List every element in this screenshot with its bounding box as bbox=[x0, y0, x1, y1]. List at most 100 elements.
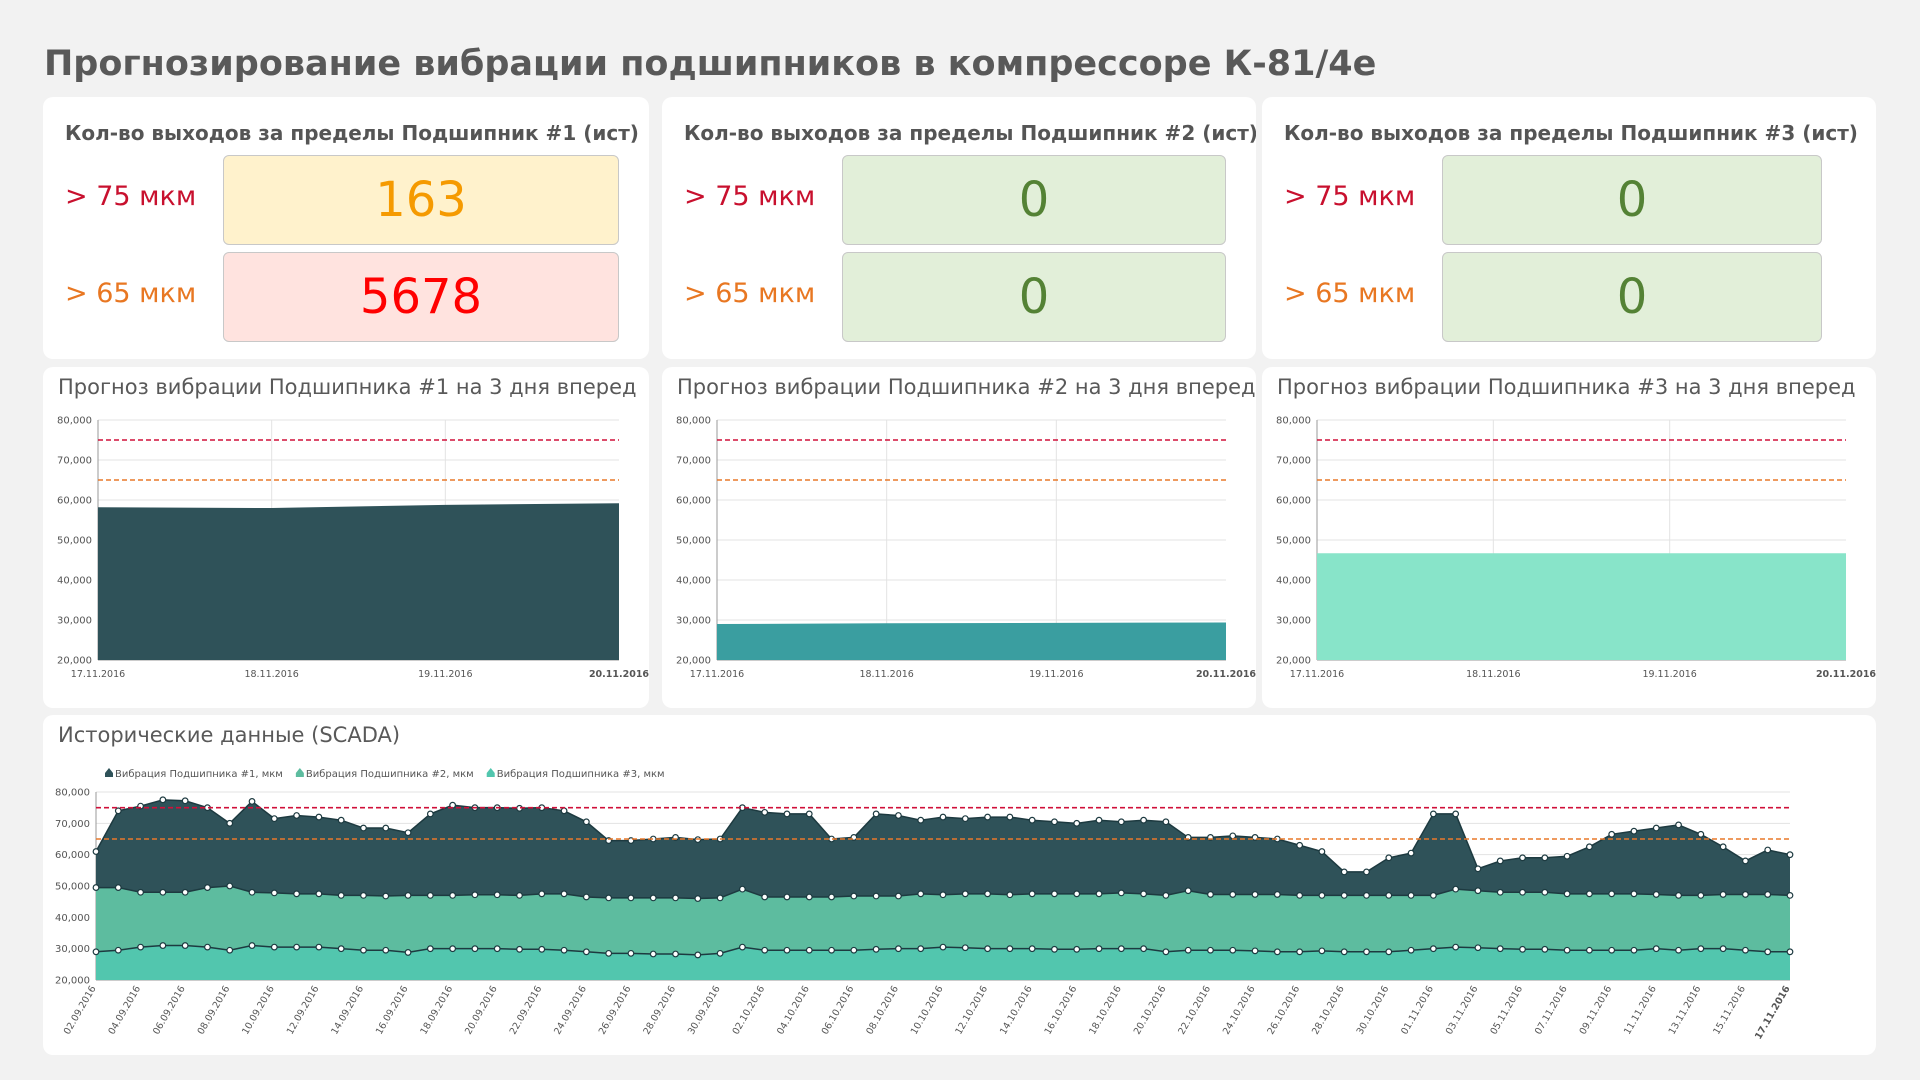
point bbox=[805, 810, 813, 818]
point bbox=[1786, 891, 1794, 899]
x-tick-label: 26.10.2016 bbox=[1266, 984, 1303, 1037]
chart-title: Прогноз вибрации Подшипника #2 на 3 дня … bbox=[677, 375, 1256, 399]
point bbox=[382, 946, 390, 954]
point bbox=[1095, 945, 1103, 953]
point bbox=[1407, 849, 1415, 857]
point bbox=[426, 891, 434, 899]
point bbox=[1207, 891, 1214, 898]
point bbox=[783, 810, 791, 818]
x-tick-label: 30.09.2016 bbox=[686, 984, 723, 1037]
chart: Прогноз вибрации Подшипника #1 на 3 дня … bbox=[57, 375, 649, 680]
point bbox=[159, 942, 167, 949]
point bbox=[917, 945, 925, 953]
point bbox=[1764, 948, 1772, 956]
y-tick-label: 80,000 bbox=[1276, 416, 1311, 427]
point bbox=[1207, 946, 1214, 954]
y-tick-label: 80,000 bbox=[55, 788, 90, 799]
point bbox=[315, 890, 323, 898]
kpi-title: Кол-во выходов за пределы Подшипник #2 (… bbox=[684, 121, 1256, 145]
point bbox=[1764, 891, 1772, 898]
chart-title: Исторические данные (SCADA) bbox=[58, 723, 400, 747]
point bbox=[1541, 945, 1549, 953]
point bbox=[917, 816, 925, 824]
point bbox=[337, 945, 345, 953]
area bbox=[96, 945, 1790, 980]
x-tick-label: 11.11.2016 bbox=[1622, 984, 1659, 1037]
point bbox=[1585, 890, 1593, 898]
area bbox=[98, 504, 619, 660]
point bbox=[426, 810, 434, 818]
point bbox=[984, 890, 991, 898]
x-tick-label: 13.11.2016 bbox=[1667, 984, 1704, 1037]
point bbox=[1073, 890, 1081, 898]
point bbox=[1719, 945, 1727, 953]
x-tick-label: 02.09.2016 bbox=[62, 984, 99, 1037]
point bbox=[872, 945, 880, 953]
x-tick-label: 08.10.2016 bbox=[864, 984, 901, 1037]
point bbox=[1051, 945, 1058, 953]
chart-title: Прогноз вибрации Подшипника #3 на 3 дня … bbox=[1277, 375, 1856, 399]
point bbox=[181, 942, 189, 949]
point bbox=[426, 945, 434, 953]
line bbox=[97, 503, 620, 510]
point bbox=[850, 892, 858, 900]
y-tick-label: 60,000 bbox=[55, 850, 90, 861]
y-tick-label: 40,000 bbox=[676, 576, 711, 587]
point bbox=[493, 891, 501, 899]
point bbox=[337, 891, 345, 899]
point bbox=[895, 945, 902, 953]
point bbox=[1585, 946, 1593, 954]
legend-label: Вибрация Подшипника #1, мкм bbox=[115, 769, 283, 780]
y-tick-label: 50,000 bbox=[55, 882, 90, 893]
x-tick-label: 24.09.2016 bbox=[552, 984, 589, 1037]
y-tick-label: 20,000 bbox=[55, 976, 90, 987]
point bbox=[1273, 891, 1281, 898]
y-tick-label: 60,000 bbox=[1276, 496, 1311, 507]
point bbox=[1095, 890, 1103, 898]
area bbox=[717, 623, 1226, 660]
point bbox=[471, 891, 479, 899]
point bbox=[382, 892, 390, 900]
kpi-title: Кол-во выходов за пределы Подшипник #3 (… bbox=[1284, 121, 1858, 145]
point bbox=[204, 943, 211, 951]
point bbox=[449, 891, 457, 899]
point bbox=[248, 797, 256, 805]
x-tick-label: 12.10.2016 bbox=[953, 984, 990, 1037]
x-tick-label: 07.11.2016 bbox=[1533, 984, 1570, 1037]
point bbox=[1742, 857, 1749, 865]
x-tick-label: 17.11.2016 bbox=[690, 669, 744, 680]
y-tick-label: 60,000 bbox=[676, 496, 711, 507]
point bbox=[404, 829, 412, 837]
kpi-label: > 75 мкм bbox=[1284, 181, 1416, 212]
kpi-value: 5678 bbox=[223, 252, 619, 342]
point bbox=[1541, 854, 1549, 862]
x-tick-label: 04.10.2016 bbox=[775, 984, 812, 1037]
x-tick-label: 16.09.2016 bbox=[374, 984, 411, 1037]
point bbox=[1786, 948, 1794, 956]
x-tick-label: 17.11.2016 bbox=[1290, 669, 1344, 680]
kpi-label: > 65 мкм bbox=[684, 278, 816, 309]
point bbox=[270, 943, 278, 951]
point bbox=[1363, 948, 1370, 956]
y-tick-label: 70,000 bbox=[676, 456, 711, 467]
kpi-value: 163 bbox=[223, 155, 619, 245]
point bbox=[181, 888, 189, 896]
point bbox=[137, 888, 144, 896]
x-tick-label: 22.09.2016 bbox=[508, 984, 545, 1037]
point bbox=[961, 944, 969, 952]
point bbox=[605, 894, 613, 902]
x-tick-label: 24.10.2016 bbox=[1221, 984, 1258, 1037]
point bbox=[716, 894, 724, 902]
point bbox=[1429, 891, 1437, 899]
x-tick-label: 20.11.2016 bbox=[1196, 669, 1256, 680]
point bbox=[627, 949, 635, 957]
point bbox=[738, 885, 746, 893]
point bbox=[1073, 819, 1081, 827]
point bbox=[1296, 841, 1304, 849]
point bbox=[1251, 947, 1259, 955]
point bbox=[560, 946, 568, 954]
point bbox=[1229, 832, 1237, 840]
point bbox=[114, 807, 122, 815]
point bbox=[761, 808, 769, 816]
x-tick-label: 18.09.2016 bbox=[419, 984, 456, 1037]
